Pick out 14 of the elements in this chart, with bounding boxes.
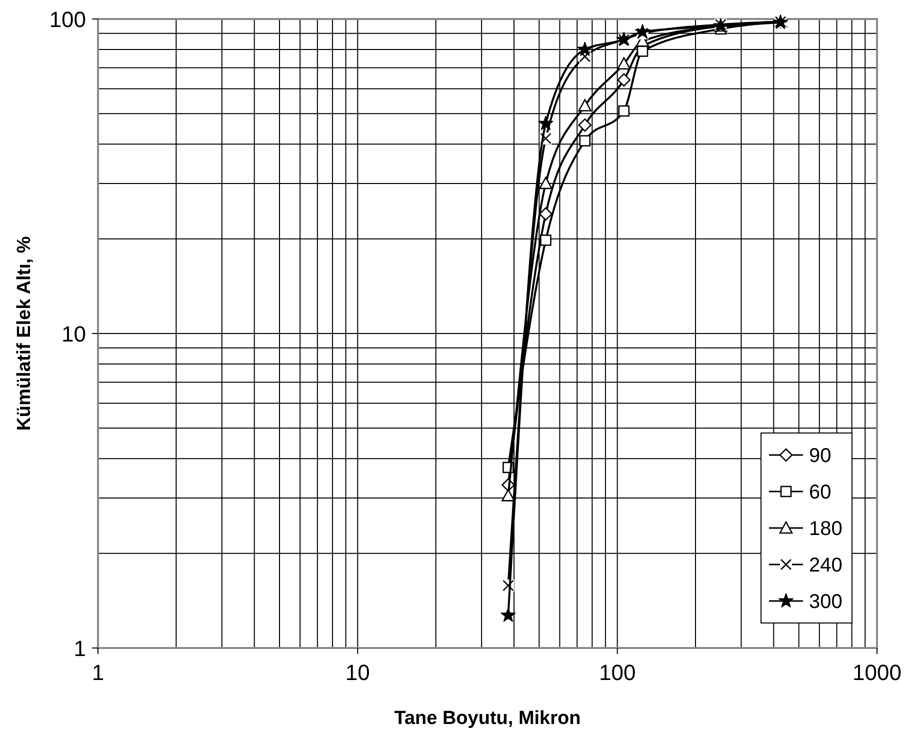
y-tick-label: 100 [49,7,86,32]
x-tick-label: 1000 [852,660,902,685]
legend-label: 180 [809,518,842,540]
y-tick-label: 1 [74,636,86,661]
legend-label: 300 [809,591,842,613]
y-axis-title: Kümülatif Elek Altı, % [14,236,35,431]
legend-label: 240 [809,554,842,576]
legend-label: 90 [809,445,832,467]
legend-label: 60 [809,482,832,504]
x-tick-label: 1 [92,660,104,685]
x-tick-label: 100 [598,660,636,685]
x-tick-label: 10 [345,660,370,685]
y-tick-label: 10 [62,322,86,346]
x-axis-title: Tane Boyutu, Mikron [394,708,581,729]
